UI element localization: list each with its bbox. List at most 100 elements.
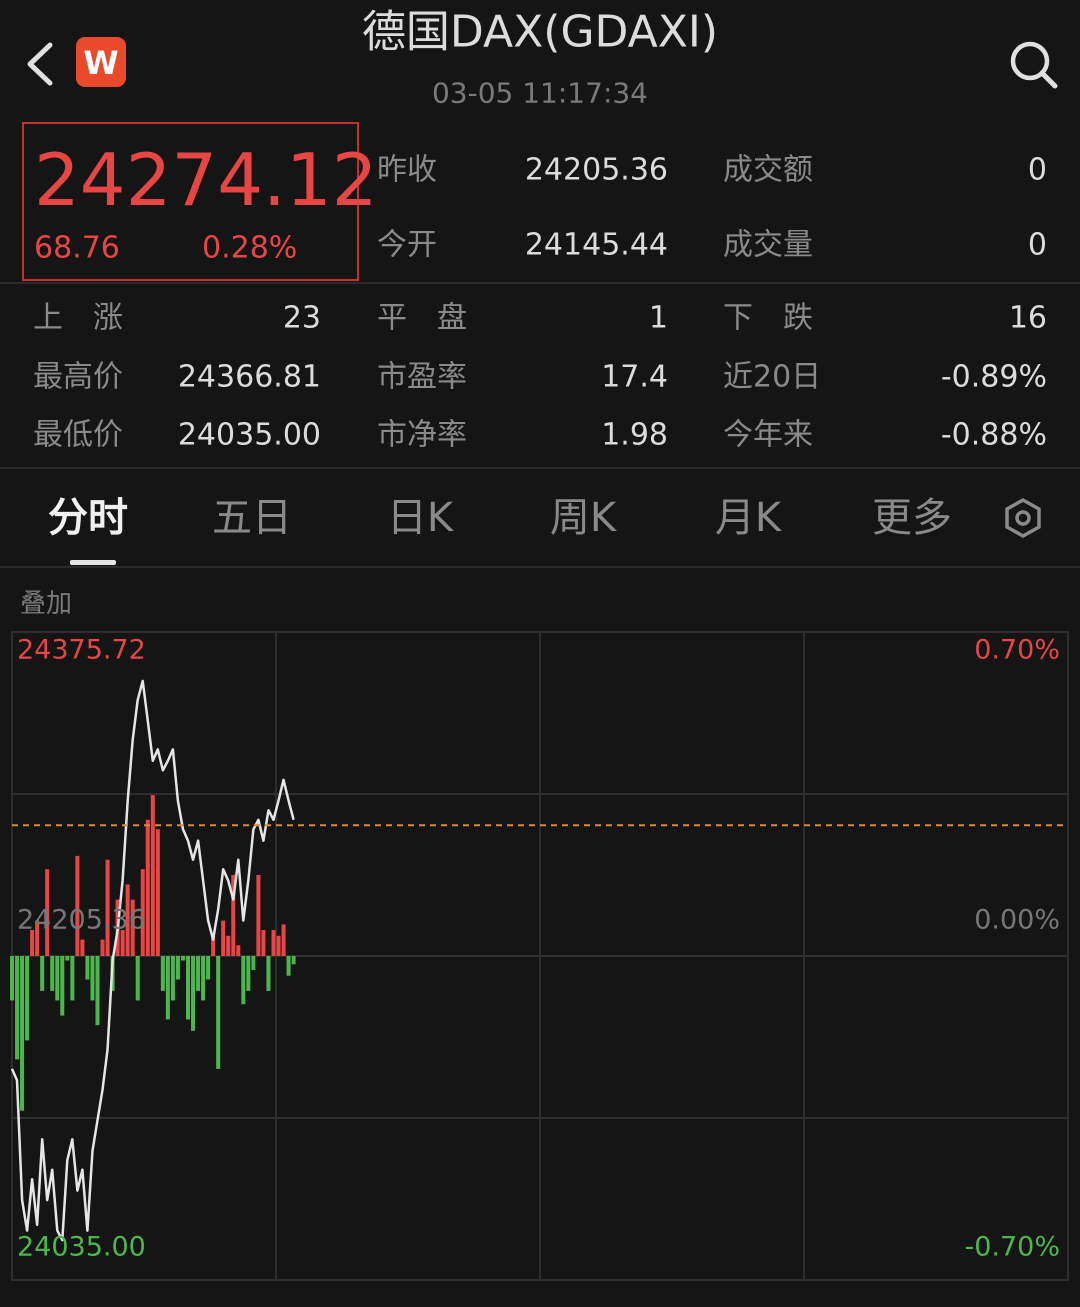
breadth-bar	[60, 956, 65, 1016]
breadth-bar	[125, 884, 130, 956]
stat-value: 17.4	[601, 360, 668, 395]
breadth-bar	[45, 869, 50, 956]
y-tick-label: 24375.72	[17, 635, 146, 666]
stat-label: 今开	[377, 228, 437, 263]
breadth-bar	[251, 956, 256, 970]
breadth-bar	[85, 956, 90, 980]
stat-value: 24035.00	[178, 418, 321, 453]
stat-label: 最低价	[33, 418, 123, 453]
stat-value: 1.98	[601, 418, 668, 453]
timestamp: 03-05 11:17:34	[432, 77, 648, 110]
stat-label: 最高价	[33, 360, 123, 395]
breadth-bar	[70, 956, 75, 1001]
stat-value: 24145.44	[525, 228, 668, 263]
breadth-bar	[40, 956, 45, 991]
stat-label: 市净率	[377, 418, 467, 453]
tab[interactable]: 五日	[212, 495, 292, 541]
breadth-bar	[15, 956, 20, 1060]
stat-value: 23	[283, 301, 321, 336]
breadth-bar	[241, 956, 246, 1005]
breadth-bar	[175, 956, 180, 980]
breadth-bar	[120, 930, 125, 956]
stat-label: 昨收	[377, 153, 437, 188]
app-icon-label: W	[83, 44, 118, 82]
tab[interactable]: 日K	[387, 495, 455, 541]
breadth-bar	[130, 899, 135, 956]
settings-button[interactable]	[1005, 497, 1041, 539]
breadth-bar	[291, 956, 296, 965]
breadth-bar	[226, 935, 231, 956]
breadth-bar	[191, 956, 196, 1031]
breadth-bar	[231, 874, 236, 956]
stat-label: 成交额	[723, 153, 813, 188]
breadth-bar	[10, 956, 14, 1001]
price-change-pct: 0.28%	[202, 231, 297, 266]
stat-label: 平 盘	[377, 301, 467, 336]
breadth-bar	[30, 930, 35, 956]
breadth-bar	[246, 956, 251, 991]
breadth-bar	[201, 956, 206, 1001]
stat-value: 0	[1028, 228, 1047, 263]
breadth-bar	[150, 795, 155, 956]
breadth-bar	[145, 819, 150, 956]
stat-value: -0.88%	[941, 418, 1047, 453]
price-line	[10, 679, 295, 1242]
stat-value: 24205.36	[525, 153, 668, 188]
stat-label: 上 涨	[33, 301, 123, 336]
search-icon	[1039, 70, 1058, 89]
breadth-bar	[180, 956, 185, 961]
breadth-bar	[135, 956, 140, 1001]
breadth-bar	[206, 956, 211, 980]
breadth-bar	[75, 855, 80, 956]
stat-label: 市盈率	[377, 360, 467, 395]
breadth-bar	[266, 956, 271, 991]
breadth-bar	[236, 945, 241, 956]
breadth-bar	[80, 939, 85, 956]
breadth-bar	[65, 956, 70, 961]
stat-label: 近20日	[723, 360, 821, 395]
breadth-bar	[276, 935, 281, 956]
y2-tick-label: 0.70%	[974, 635, 1060, 666]
breadth-bar	[140, 869, 145, 956]
breadth-bar	[90, 956, 95, 1001]
breadth-bar	[165, 956, 170, 1020]
breadth-bar	[256, 874, 261, 956]
settings-icon	[1015, 510, 1031, 526]
page-title: 德国DAX(GDAXI)	[362, 7, 718, 58]
stat-label: 下 跌	[723, 301, 813, 336]
breadth-bar	[211, 935, 216, 956]
back-button[interactable]	[27, 42, 53, 86]
stat-value: 1	[649, 301, 668, 336]
tab[interactable]: 周K	[550, 495, 618, 541]
current-price: 24274.12	[34, 138, 378, 222]
app-icon[interactable]	[76, 37, 126, 87]
tab[interactable]: 分时	[48, 495, 128, 541]
breadth-bar	[35, 920, 40, 956]
search-button[interactable]	[1010, 41, 1058, 89]
breadth-bar	[196, 956, 201, 991]
stat-label: 成交量	[723, 228, 813, 263]
stat-value: 24366.81	[178, 360, 321, 395]
stat-value: -0.89%	[941, 360, 1047, 395]
breadth-bar	[25, 956, 30, 1041]
breadth-bar	[160, 956, 165, 991]
active-tab-indicator	[70, 560, 116, 565]
breadth-bar	[100, 939, 105, 956]
breadth-bar	[271, 930, 276, 956]
breadth-bar	[221, 920, 226, 956]
overlay-button[interactable]: 叠加	[20, 589, 72, 619]
y2-tick-label: 0.00%	[974, 905, 1060, 936]
tab[interactable]: 月K	[715, 495, 783, 541]
y2-tick-label: -0.70%	[964, 1232, 1060, 1263]
y-tick-label: 24205.36	[17, 905, 146, 936]
breadth-bar	[286, 956, 291, 976]
tab[interactable]: 更多	[872, 495, 952, 541]
breadth-bar	[281, 924, 286, 956]
search-icon	[1010, 41, 1050, 81]
stat-value: 16	[1009, 301, 1047, 336]
breadth-bar	[216, 956, 221, 1069]
breadth-bar	[105, 859, 110, 956]
breadth-bar	[261, 930, 266, 956]
